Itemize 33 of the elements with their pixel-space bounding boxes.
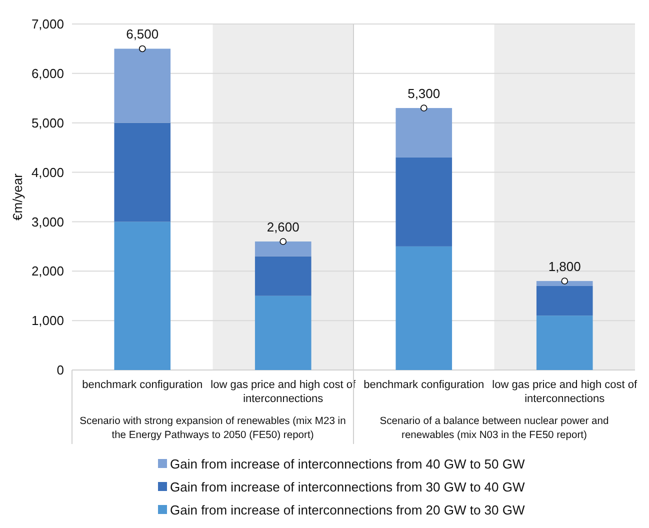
y-tick-label: 5,000 — [31, 115, 64, 130]
y-tick-label: 0 — [56, 362, 64, 378]
y-tick-label: 2,000 — [31, 264, 64, 279]
total-label: 5,300 — [408, 86, 440, 102]
legend-label: Gain from increase of interconnections from 40 GW to 50 GW — [170, 456, 526, 472]
bar — [114, 48, 171, 123]
bar — [536, 286, 593, 316]
x-tick-label: benchmark configuration — [82, 379, 203, 391]
y-tick-label: 6,000 — [31, 66, 64, 81]
total-label: 6,500 — [126, 26, 159, 42]
y-tick-label: 3,000 — [31, 214, 64, 230]
bar — [396, 157, 452, 246]
legend-label: Gain from increase of interconnections from 30 GW to 40 GW — [170, 480, 526, 495]
bar — [254, 296, 312, 370]
text: Scenario with strong expansion of renewables (mix M23 in the Energy Pathways to 2050 (FE50) report) — [80, 416, 346, 441]
legend-label: Gain from increase of interconnections from 20 GW to 30 GW — [170, 502, 526, 518]
y-axis-title: €m/year — [10, 172, 25, 220]
bar — [396, 108, 452, 158]
total-label: 1,800 — [548, 259, 581, 274]
x-tick-label: benchmark configuration — [364, 379, 484, 391]
bar — [536, 316, 593, 370]
bar — [254, 241, 312, 256]
bar — [254, 256, 312, 296]
y-tick-label: 4,000 — [31, 164, 64, 180]
total-label: 2,600 — [266, 219, 300, 234]
bar — [536, 281, 593, 286]
bar — [396, 246, 452, 370]
bar — [114, 122, 171, 222]
text: Scenario of a balance between nuclear power and renewables (mix N03 in the FE50 report) — [380, 416, 610, 441]
y-tick-label: 1,000 — [31, 313, 64, 328]
x-tick-label: low gas price and high cost of interconnections — [492, 379, 638, 405]
bar — [114, 222, 171, 370]
y-tick-label: 7,000 — [31, 16, 64, 32]
